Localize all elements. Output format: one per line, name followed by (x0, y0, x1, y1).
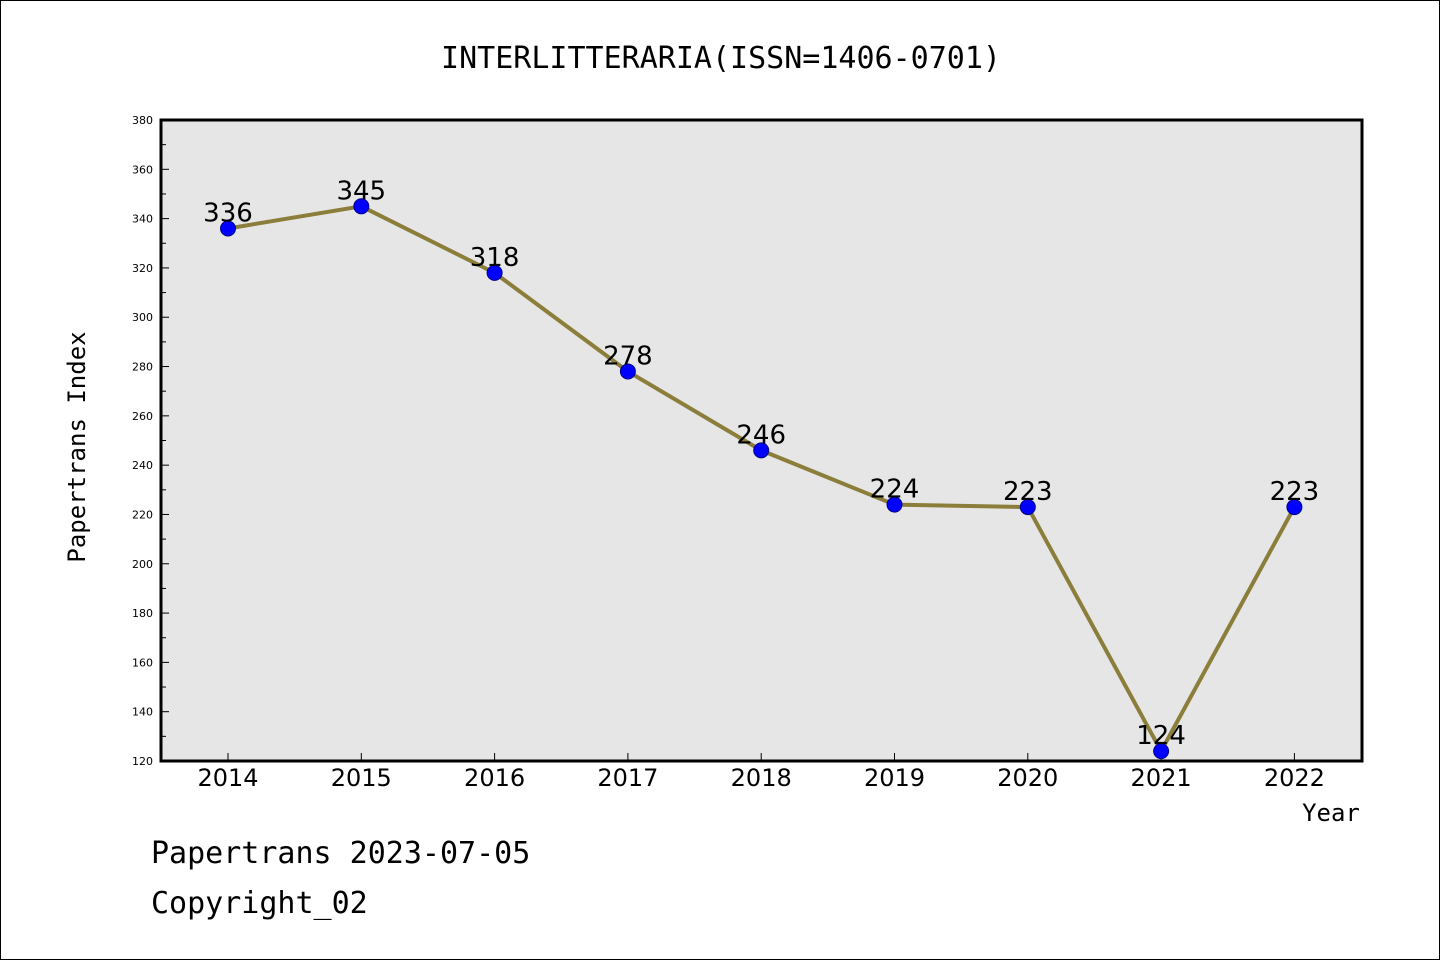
data-label: 345 (336, 176, 386, 206)
y-tick-label: 300 (132, 311, 153, 324)
data-point (353, 198, 370, 215)
y-tick-label: 160 (132, 656, 153, 669)
data-point (1286, 499, 1303, 516)
y-tick-label: 280 (132, 361, 153, 374)
data-point (619, 363, 636, 380)
y-axis: 120 140 160 180 200 220 240 260 280 300 320 340 360 3… (132, 114, 169, 768)
x-tick-label: 2015 (331, 764, 392, 792)
y-tick-label: 260 (132, 410, 153, 423)
footer-date: Papertrans 2023-07-05 (151, 836, 531, 871)
x-tick-label: 2021 (1131, 764, 1192, 792)
x-tick-label: 2019 (864, 764, 925, 792)
x-tick-label: 2014 (197, 764, 258, 792)
data-point (1019, 499, 1036, 516)
y-tick-label: 240 (132, 459, 153, 472)
data-label: 246 (736, 420, 786, 450)
x-tick-label: 2017 (597, 764, 658, 792)
data-point (486, 264, 503, 281)
data-label: 223 (1270, 477, 1320, 507)
plot-area (161, 120, 1362, 761)
data-label: 124 (1136, 721, 1186, 751)
footer-copyright: Copyright_02 (151, 886, 368, 921)
series-layer (220, 198, 1303, 760)
data-label: 224 (870, 475, 920, 505)
data-label: 278 (603, 341, 653, 371)
data-point (886, 496, 903, 513)
y-tick-label: 360 (132, 163, 153, 176)
x-axis: 2014 2015 2016 2017 2018 2019 2020 2021 2022 (197, 753, 1325, 792)
y-tick-label: 120 (132, 755, 153, 768)
chart-title: INTERLITTERARIA(ISSN=1406-0701) (441, 41, 1001, 76)
x-tick-label: 2016 (464, 764, 525, 792)
y-tick-label: 200 (132, 558, 153, 571)
y-tick-label: 380 (132, 114, 153, 127)
data-point (220, 220, 236, 237)
data-label: 318 (470, 243, 520, 273)
data-labels: 336 345 318 278 246 224 223 124 223 (203, 176, 1319, 751)
y-tick-label: 140 (132, 706, 153, 719)
data-point (753, 442, 770, 459)
data-label: 336 (203, 198, 253, 228)
y-tick-label: 180 (132, 607, 153, 620)
y-tick-label: 220 (132, 508, 153, 521)
x-tick-label: 2020 (997, 764, 1058, 792)
plot-border (159, 118, 1364, 763)
data-point (1153, 743, 1170, 760)
x-tick-label: 2018 (731, 764, 792, 792)
x-axis-label: Year (1302, 799, 1360, 827)
data-label: 223 (1003, 477, 1053, 507)
x-tick-label: 2022 (1264, 764, 1325, 792)
y-axis-label: Papertrans Index (63, 331, 91, 562)
y-tick-label: 320 (132, 262, 153, 275)
y-tick-label: 340 (132, 213, 153, 226)
